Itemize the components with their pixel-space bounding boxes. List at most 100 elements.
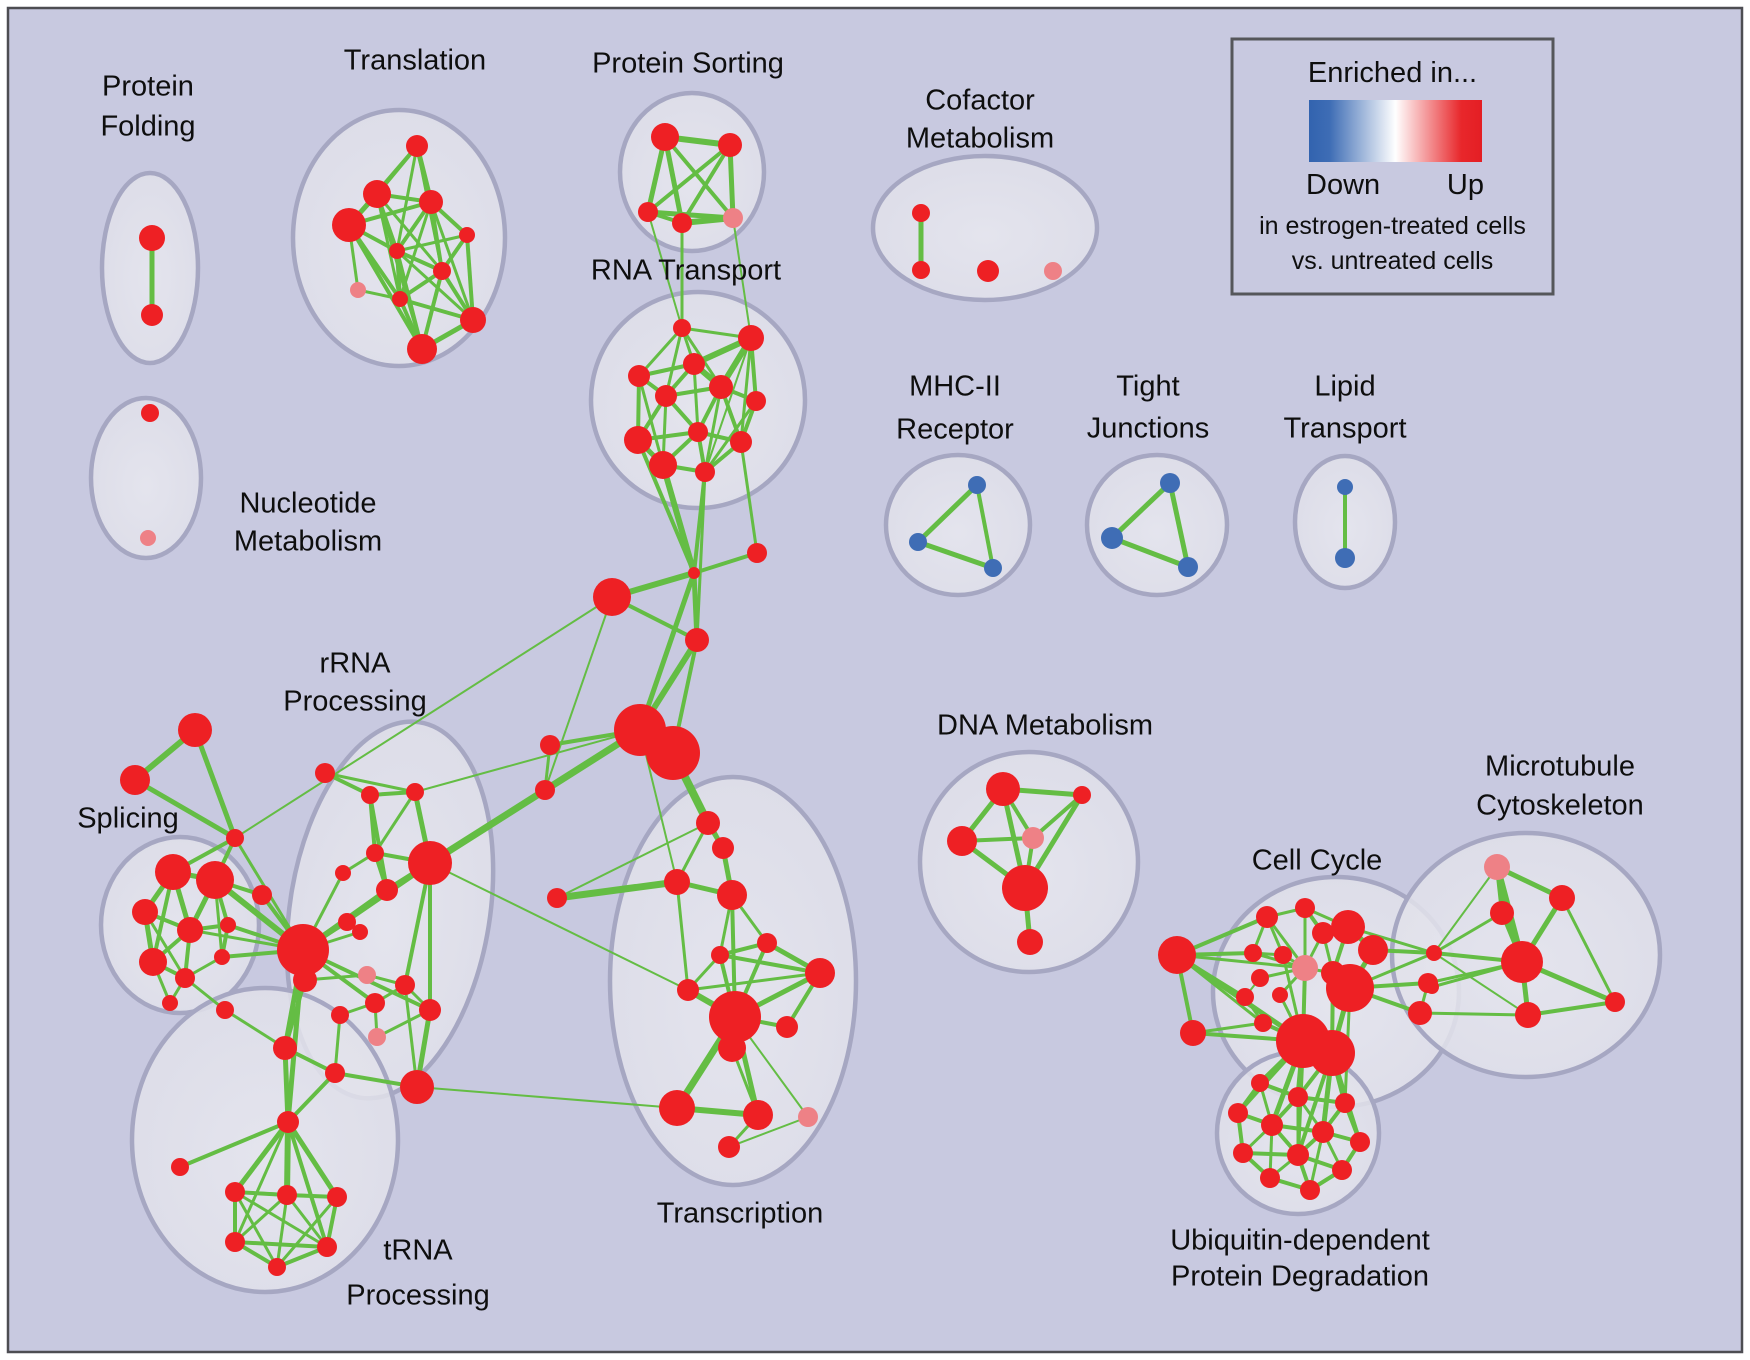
node-PS3 <box>638 202 658 222</box>
node-RR18 <box>365 993 385 1013</box>
node-CC21 <box>1425 980 1439 994</box>
cluster-ellipse-tight-junctions <box>1084 452 1230 598</box>
cluster-label-ubiquitin-dependent-protein-degradation-line1: Ubiquitin-dependent <box>1170 1225 1430 1257</box>
edge-T5-T10 <box>465 234 475 321</box>
node-RR10 <box>400 1070 434 1104</box>
node-RR9 <box>408 841 452 885</box>
cluster-ellipse-nucleotide-metabolism <box>88 395 204 561</box>
edge-K5-G3 <box>556 878 678 902</box>
legend-up-label: Up <box>1447 169 1484 201</box>
cluster-label-mhc-ii-receptor-line2: Receptor <box>896 414 1014 446</box>
cluster-label-nucleotide-metabolism-line2: Metabolism <box>234 526 382 558</box>
node-U10 <box>1332 1160 1352 1180</box>
edge-CC20-MT6 <box>1433 952 1529 1016</box>
node-CC3 <box>1312 922 1334 944</box>
node-T3 <box>332 208 366 242</box>
edge-RR9-H2 <box>429 862 689 991</box>
node-RR20 <box>331 1006 349 1024</box>
edge-RR3-RR5 <box>373 791 417 854</box>
node-Sp5 <box>220 917 236 933</box>
edge-J2-J3 <box>1111 535 1189 570</box>
edge-H2-H4 <box>687 971 821 992</box>
node-CC10 <box>1326 964 1374 1012</box>
node-S0a <box>178 713 212 747</box>
edge-RR3-D1 <box>414 729 641 793</box>
edge-R3-R8 <box>692 363 700 433</box>
node-R5 <box>655 385 677 407</box>
node-DM1 <box>986 772 1020 806</box>
node-PF1 <box>139 225 165 251</box>
node-G2 <box>712 837 734 859</box>
node-RR15 <box>325 1063 345 1083</box>
edge-TR0-TR2 <box>233 1120 290 1194</box>
edge-T4-T10 <box>429 201 475 321</box>
node-U7 <box>1350 1132 1370 1152</box>
node-T6 <box>389 243 405 259</box>
node-RR21 <box>216 1001 234 1019</box>
node-U6 <box>1312 1121 1334 1143</box>
node-J1 <box>1160 473 1180 493</box>
edge-CC0-CC8 <box>1176 953 1306 970</box>
edge-R9-K1 <box>636 439 696 574</box>
cluster-label-cell-cycle-line1: Cell Cycle <box>1252 845 1383 877</box>
node-PF2 <box>141 304 163 326</box>
legend: Enriched in... Down Up in estrogen-treat… <box>1230 37 1555 296</box>
node-K5 <box>547 888 567 908</box>
edge-M1-M3 <box>975 484 995 569</box>
node-U8 <box>1233 1143 1253 1163</box>
edge-S0b-S0c <box>133 777 237 841</box>
node-RR14 <box>273 1036 297 1060</box>
node-DM2 <box>1073 786 1091 804</box>
node-J3 <box>1178 557 1198 577</box>
cluster-label-splicing-line1: Splicing <box>77 803 179 835</box>
node-RR19 <box>395 975 415 995</box>
node-T5 <box>459 227 475 243</box>
node-CC13 <box>1251 969 1269 987</box>
node-U12 <box>1300 1180 1320 1200</box>
node-U11 <box>1260 1168 1280 1188</box>
legend-box <box>1230 37 1555 296</box>
node-RR12 <box>293 968 317 992</box>
node-CC18 <box>1408 1001 1432 1025</box>
node-T7 <box>433 262 451 280</box>
node-L1 <box>1337 479 1353 495</box>
edge-K3-K1 <box>693 551 758 575</box>
node-MT4 <box>1501 941 1543 983</box>
edge-H1-H4 <box>719 953 821 975</box>
node-RR7 <box>352 924 368 940</box>
node-Sp9 <box>162 995 178 1011</box>
edge-TR0-RR15 <box>286 1071 337 1124</box>
edge-LL2-K2 <box>544 596 613 791</box>
node-R4 <box>628 365 650 387</box>
node-H5 <box>709 991 761 1043</box>
edge-PS2-PS4 <box>680 143 732 225</box>
node-N1 <box>141 404 159 422</box>
node-LL2 <box>535 780 555 800</box>
cluster-label-tight-junctions-line2: Junctions <box>1087 413 1210 445</box>
node-K4 <box>685 628 709 652</box>
edge-MT5-MT6 <box>1527 1000 1616 1017</box>
edge-TR0-TR5 <box>233 1121 290 1243</box>
edge-R6-R12 <box>703 386 723 473</box>
edge-TR0-TR6 <box>286 1121 329 1248</box>
node-TR6 <box>317 1237 337 1257</box>
node-R2 <box>738 325 764 351</box>
edge-PS5-R2 <box>732 217 752 339</box>
node-RRH <box>277 924 329 976</box>
node-RR6 <box>338 913 356 931</box>
node-TR0 <box>277 1111 299 1133</box>
node-U9 <box>1287 1144 1309 1166</box>
cluster-labels: Protein Folding Translation Protein Sorting… <box>77 45 1644 1312</box>
node-LL1 <box>540 735 560 755</box>
node-R10 <box>730 431 752 453</box>
legend-down-label: Down <box>1306 169 1380 201</box>
node-CC8 <box>1292 955 1318 981</box>
node-R11 <box>649 451 677 479</box>
node-Sp3 <box>132 899 158 925</box>
edge-RR10-H8 <box>416 1086 678 1109</box>
edge-TR0-TR1 <box>179 1120 289 1169</box>
node-S0b <box>120 765 150 795</box>
edge-TR3-TR5 <box>233 1193 289 1244</box>
node-U3 <box>1335 1093 1355 1113</box>
